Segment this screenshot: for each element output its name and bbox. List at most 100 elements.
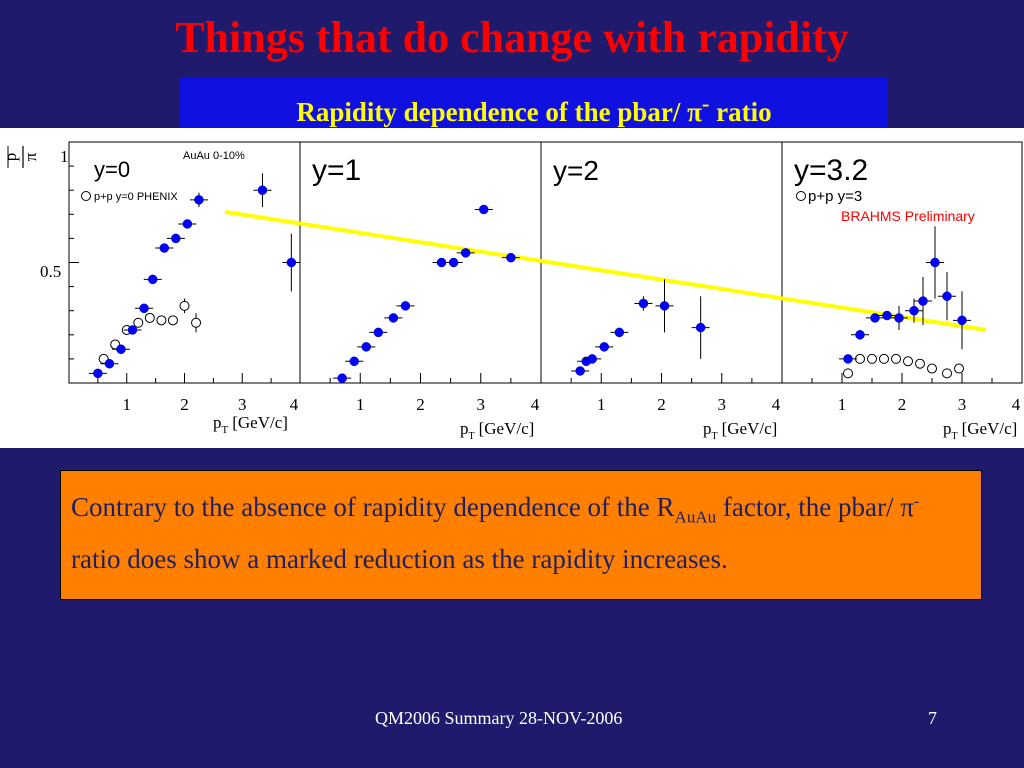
svg-text:pT[GeV/c]: pT [GeV/c] [213, 413, 288, 436]
subtitle-text: Rapidity dependence of the pbar/ [296, 97, 688, 127]
x-tick-label: 3 [718, 395, 727, 414]
auau-point [575, 366, 585, 376]
note-text-1: Contrary to the absence of rapidity depe… [71, 492, 675, 522]
auau-point [93, 368, 103, 379]
auau-point [638, 298, 649, 309]
pp-point [879, 353, 889, 364]
auau-point [257, 185, 268, 195]
x-tick-label: 2 [180, 395, 189, 414]
auau-point [127, 325, 138, 335]
xaxis-title-1: pT [GeV/c] [213, 413, 288, 436]
auau-point [104, 358, 115, 369]
x-tick-label: 2 [898, 395, 907, 414]
slide-title: Things that do change with rapidity [175, 13, 849, 62]
auau-point [159, 243, 170, 253]
ratio-chart: 1 2 3 4 1 2 3 4 1 2 3 4 1 2 3 4 p π 1 0.5 y=0 AuAu 0-10… [1, 141, 1023, 442]
auau-point [194, 195, 204, 205]
auau-point [894, 313, 904, 323]
subtitle-superscript: - [701, 91, 710, 116]
x-tick-label: 1 [356, 395, 365, 414]
auau-point [659, 301, 670, 311]
auau-point [182, 219, 193, 229]
footer-text: QM2006 Summary 28-NOV-2006 [375, 708, 623, 728]
auau-point [286, 257, 297, 268]
pp-point [954, 363, 964, 374]
pp-point [867, 353, 877, 364]
page-number: 7 [928, 708, 937, 728]
auau-point [695, 322, 706, 333]
svg-text:pT[GeV/c]: pT [GeV/c] [460, 419, 534, 442]
ratio-figure: 1 2 3 4 1 2 3 4 1 2 3 4 1 2 3 4 p π 1 0.5 y=0 AuAu 0-10… [0, 128, 1024, 448]
auau-point [930, 257, 940, 268]
x-tick-label: 2 [657, 395, 666, 414]
pp-point [167, 315, 178, 326]
pp-point [903, 356, 913, 367]
note-pi: π [900, 492, 914, 522]
xaxis-title-3: pT [GeV/c] [703, 419, 777, 442]
auau-point [506, 252, 516, 263]
ylabel-denominator: π [21, 152, 40, 161]
auau-point [373, 327, 384, 338]
pp-y3-legend: p+p y=3 [808, 188, 862, 205]
x-tick-label: 3 [238, 395, 247, 414]
svg-text:pT[GeV/c]: pT [GeV/c] [943, 419, 1017, 442]
auau-point [400, 301, 411, 311]
x-tick-label: 4 [772, 395, 781, 414]
auau-point [448, 257, 459, 268]
pp-point [927, 363, 937, 374]
xaxis-title-2: pT [GeV/c] [460, 419, 534, 442]
ytick-label-1: 1 [60, 147, 69, 166]
auau-point [843, 354, 853, 364]
auau-point [479, 204, 489, 215]
auau-point [942, 291, 952, 301]
x-tick-label: 4 [1012, 395, 1021, 414]
auau-point [361, 342, 372, 352]
note-superscript: - [913, 493, 920, 510]
x-tick-label: 1 [123, 395, 132, 414]
auau-point [171, 233, 181, 244]
note-raa-subscript: AuAu [674, 507, 717, 527]
x-tick-label: 4 [531, 395, 540, 414]
subtitle-pi: π [687, 97, 702, 127]
brahms-preliminary-label: BRAHMS Preliminary [841, 208, 975, 224]
auau-point [460, 248, 471, 258]
auau-point [337, 373, 347, 383]
auau-point [614, 327, 625, 338]
x-tick-label: 3 [477, 395, 486, 414]
auau-centrality-label: AuAu 0-10% [183, 150, 245, 162]
subtitle-ratio: ratio [709, 97, 772, 127]
x-tick-label: 1 [838, 395, 847, 414]
auau-point [388, 313, 399, 323]
x-tick-label: 1 [597, 395, 606, 414]
pp-y3-legend-marker [796, 191, 806, 201]
pp-point [156, 315, 167, 326]
pp-point [179, 300, 190, 311]
auau-point [855, 330, 865, 340]
svg-text:pT[GeV/c]: pT [GeV/c] [703, 419, 777, 442]
pp-point [891, 353, 901, 364]
auau-point [870, 313, 880, 323]
pp-phenix-legend: p+p y=0 PHENIX [94, 191, 178, 203]
auau-point [599, 342, 610, 352]
subtitle-box: Rapidity dependence of the pbar/ π- rati… [180, 78, 888, 128]
panel-label-y1: y=1 [312, 154, 361, 187]
auau-point [116, 344, 126, 355]
auau-point [349, 356, 359, 367]
xaxis-title-4: pT [GeV/c] [943, 419, 1017, 442]
pp-point [133, 317, 144, 328]
pp-legend-marker [81, 191, 91, 201]
panel-label-y3.2: y=3.2 [794, 154, 868, 187]
pp-point [915, 358, 925, 369]
pp-point [843, 368, 853, 379]
ylabel-numerator: p [1, 153, 20, 162]
pp-point [144, 312, 155, 323]
note-text-2: factor, the pbar/ [716, 492, 901, 522]
x-tick-label: 3 [958, 395, 967, 414]
auau-point [909, 305, 919, 316]
auau-point [918, 296, 928, 306]
auau-point [139, 303, 149, 314]
auau-point [957, 315, 967, 326]
auau-point [587, 354, 597, 364]
pp-point [191, 317, 202, 328]
auau-point [147, 274, 158, 285]
